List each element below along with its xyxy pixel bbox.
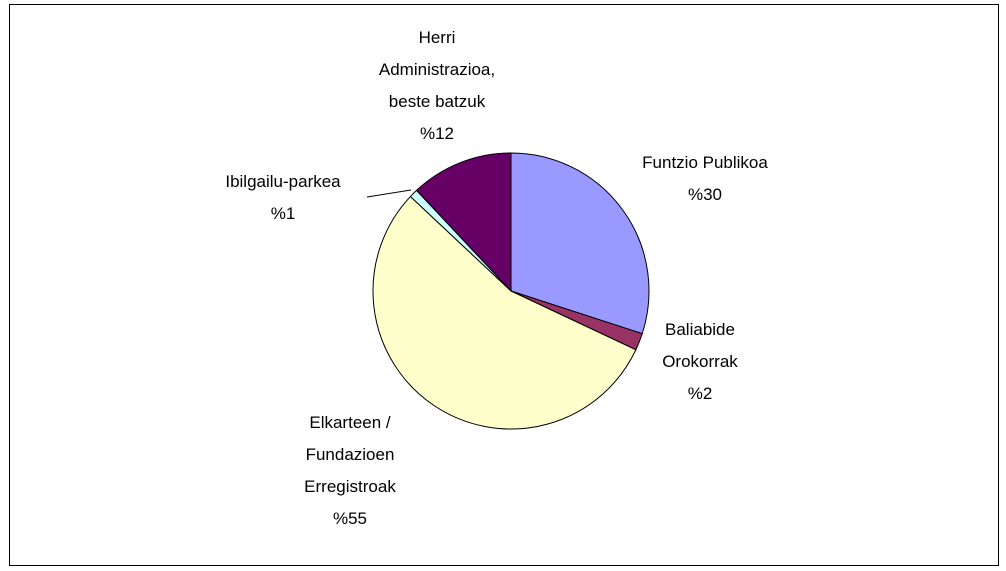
category-label: Funtzio Publikoa [642,153,768,172]
category-label: Ibilgailu-parkea [225,172,341,191]
value-label: %12 [419,124,455,143]
pie-slice [415,152,512,293]
value-label: %2 [687,384,713,403]
slice-label: Baliabide Orokorrak %2 [653,314,748,410]
pie-slice [510,152,650,335]
value-label: %55 [332,509,368,528]
category-label: Baliabide Orokorrak [662,320,738,371]
category-label: Elkarteen / Fundazioen Erregistroak [304,413,396,496]
slice-label: Ibilgailu-parkea %1 [198,166,368,230]
category-label: Herri Administrazioa, beste batzuk [378,28,496,111]
chart-frame [9,4,999,566]
slice-label: Herri Administrazioa, beste batzuk %12 [375,22,500,150]
slice-label: Funtzio Publikoa %30 [605,147,805,211]
pie-slice [372,195,637,430]
value-label: %1 [270,204,296,223]
value-label: %30 [687,185,723,204]
leader-line [366,189,412,198]
slice-label: Elkarteen / Fundazioen Erregistroak %55 [298,407,403,535]
